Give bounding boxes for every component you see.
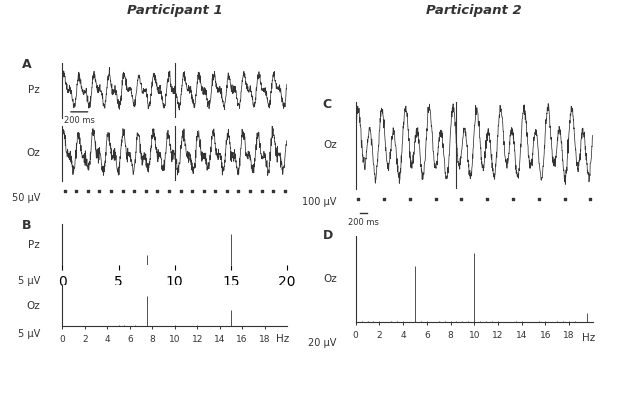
Text: 200 ms: 200 ms <box>64 116 95 125</box>
Point <box>187 188 197 194</box>
Point <box>152 188 162 194</box>
Text: Oz: Oz <box>323 274 337 284</box>
Point <box>198 188 208 194</box>
Point <box>560 196 570 202</box>
Point <box>60 188 70 194</box>
Point <box>117 188 127 194</box>
Text: 20 μV: 20 μV <box>308 338 337 348</box>
Text: B: B <box>22 219 31 232</box>
Point <box>482 196 492 202</box>
Text: Oz: Oz <box>323 140 337 151</box>
Point <box>141 188 151 194</box>
Text: Oz: Oz <box>26 301 40 310</box>
Text: 50 μV: 50 μV <box>12 193 40 203</box>
Point <box>353 196 363 202</box>
Point <box>83 188 93 194</box>
Point <box>508 196 518 202</box>
Point <box>268 188 278 194</box>
Text: 5 μV: 5 μV <box>17 329 40 340</box>
Point <box>256 188 266 194</box>
Text: Hz: Hz <box>582 332 595 343</box>
Point <box>280 188 290 194</box>
Point <box>379 196 389 202</box>
Point <box>534 196 544 202</box>
Text: 5 μV: 5 μV <box>17 275 40 286</box>
Point <box>210 188 220 194</box>
Text: Participant 1: Participant 1 <box>127 4 223 17</box>
Point <box>431 196 441 202</box>
Point <box>71 188 81 194</box>
Text: D: D <box>323 229 333 242</box>
Text: 200 ms: 200 ms <box>348 218 379 227</box>
Text: Participant 2: Participant 2 <box>426 4 522 17</box>
Point <box>129 188 139 194</box>
Point <box>164 188 174 194</box>
Text: 100 μV: 100 μV <box>303 197 337 207</box>
Text: Oz: Oz <box>26 148 40 158</box>
Text: Pz: Pz <box>28 85 40 95</box>
Point <box>175 188 185 194</box>
Point <box>222 188 232 194</box>
Point <box>106 188 116 194</box>
Point <box>94 188 104 194</box>
Point <box>456 196 466 202</box>
Point <box>405 196 415 202</box>
Text: A: A <box>22 59 32 72</box>
Point <box>233 188 243 194</box>
Text: C: C <box>323 98 331 111</box>
Point <box>245 188 255 194</box>
Point <box>585 196 595 202</box>
Text: Hz: Hz <box>276 334 290 343</box>
Text: Pz: Pz <box>28 240 40 250</box>
